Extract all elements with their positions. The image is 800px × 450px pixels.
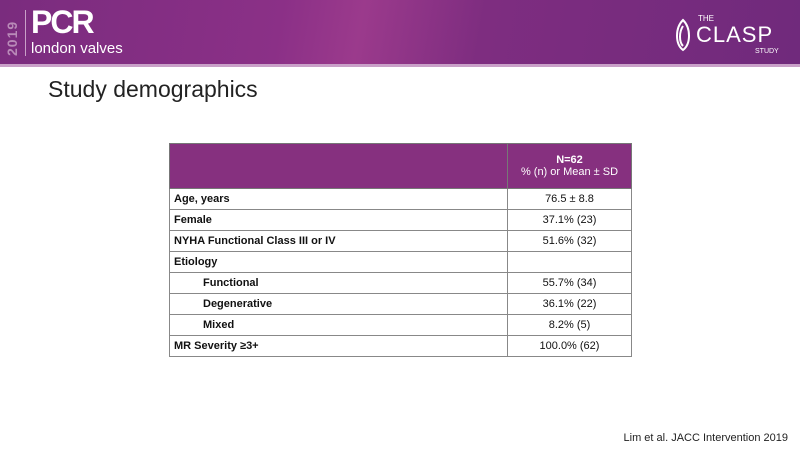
row-value (507, 251, 632, 273)
logo-year: 2019 (4, 20, 20, 56)
pcr-logo-sub: london valves (31, 40, 123, 57)
clasp-the: THE (698, 14, 714, 23)
row-label: Age, years (169, 188, 508, 210)
logo-divider (25, 10, 26, 56)
row-label: NYHA Functional Class III or IV (169, 230, 508, 252)
table-row: Functional 55.7% (34) (169, 272, 632, 294)
header-banner (0, 0, 800, 64)
row-value: 51.6% (32) (507, 230, 632, 252)
row-value: 100.0% (62) (507, 335, 632, 357)
row-value: 76.5 ± 8.8 (507, 188, 632, 210)
table-row: NYHA Functional Class III or IV 51.6% (32… (169, 230, 632, 252)
table-row: Etiology (169, 251, 632, 273)
table-row: Female 37.1% (23) (169, 209, 632, 231)
row-label: Etiology (169, 251, 508, 273)
row-label: MR Severity ≥3+ (169, 335, 508, 357)
table-row: Mixed 8.2% (5) (169, 314, 632, 336)
header-label-cell (169, 143, 508, 189)
pcr-logo: PCR (31, 4, 95, 40)
row-label: Female (169, 209, 508, 231)
header-unit: % (n) or Mean ± SD (520, 166, 619, 178)
clasp-name: CLASP (696, 22, 774, 47)
header-value-cell: N=62% (n) or Mean ± SD (507, 143, 632, 189)
row-label: Degenerative (169, 293, 508, 315)
leaf-icon (676, 18, 690, 52)
row-value: 36.1% (22) (507, 293, 632, 315)
demographics-table: N=62% (n) or Mean ± SD Age, years 76.5 ± … (169, 143, 632, 357)
table-row: Degenerative 36.1% (22) (169, 293, 632, 315)
row-label: Mixed (169, 314, 508, 336)
row-value: 8.2% (5) (507, 314, 632, 336)
row-label: Functional (169, 272, 508, 294)
table-row: Age, years 76.5 ± 8.8 (169, 188, 632, 210)
row-value: 55.7% (34) (507, 272, 632, 294)
citation: Lim et al. JACC Intervention 2019 (623, 432, 788, 444)
row-value: 37.1% (23) (507, 209, 632, 231)
table-header: N=62% (n) or Mean ± SD (169, 143, 632, 189)
header-divider (0, 64, 800, 67)
clasp-study: STUDY (755, 48, 779, 55)
header-n: N=62 (556, 154, 583, 166)
slide-title: Study demographics (48, 76, 258, 102)
table-row: MR Severity ≥3+ 100.0% (62) (169, 335, 632, 357)
